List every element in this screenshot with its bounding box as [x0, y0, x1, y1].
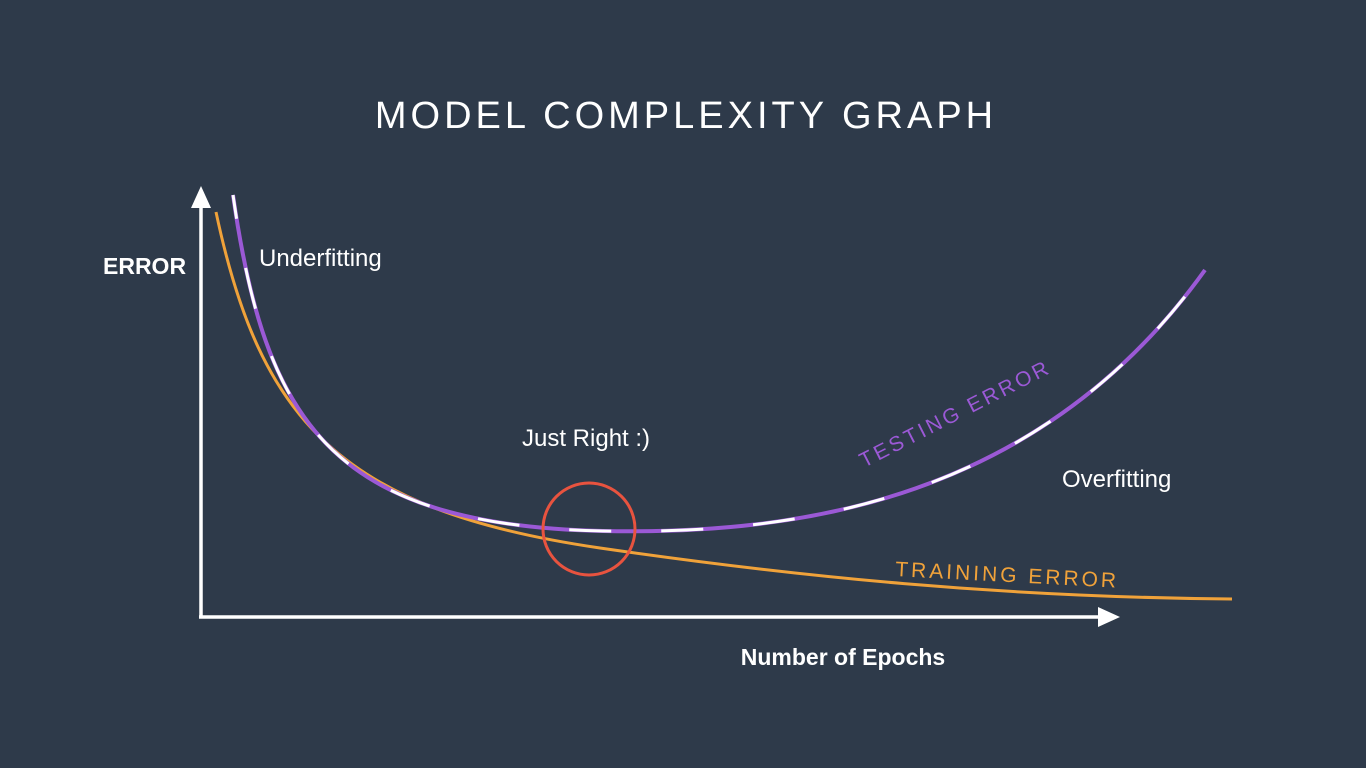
y-axis-arrowhead-icon [191, 186, 211, 208]
just-right-label: Just Right :) [522, 425, 650, 452]
x-axis-arrowhead-icon [1098, 607, 1120, 627]
training-error-curve [214, 211, 1233, 601]
overfitting-label: Overfitting [1062, 466, 1171, 493]
diagram-title: MODEL COMPLEXITY GRAPH [375, 95, 997, 137]
optimal-point-circle [541, 481, 637, 577]
y-axis-label: ERROR [103, 253, 186, 279]
training-error-label: TRAINING ERROR [895, 558, 1120, 593]
x-axis-label: Number of Epochs [741, 644, 945, 670]
testing-error-curve [231, 194, 1207, 534]
underfitting-label: Underfitting [259, 245, 382, 272]
axes [191, 186, 1120, 627]
testing-error-label: TESTING ERROR [856, 356, 1055, 473]
